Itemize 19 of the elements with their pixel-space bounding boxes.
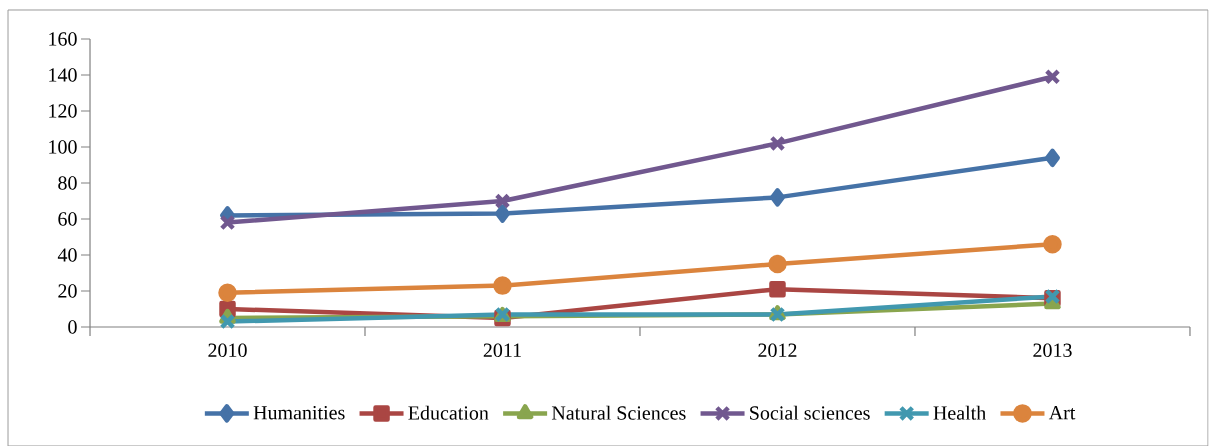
y-tick-label: 40 [57,248,77,262]
y-tick-label: 20 [58,284,77,298]
legend-label: Humanities [253,406,345,420]
x-tick-label: 2012 [758,343,797,358]
legend-label: Health [933,405,986,420]
y-tick-label: 140 [49,68,77,82]
y-tick-label: 80 [58,176,77,190]
x-tick-label: 2011 [483,343,521,358]
x-tick-label: 2013 [1033,343,1072,358]
legend-label: Social sciences [750,405,870,420]
y-tick-label: 120 [49,104,77,118]
legend-label: Education [408,405,489,420]
legend-label: Art [1048,406,1076,420]
y-tick-label: 60 [58,212,77,226]
y-tick-label: 100 [49,140,77,154]
y-tick-label: 0 [68,320,77,334]
legend-label: Natural Sciences [551,405,686,420]
y-tick-label: 160 [49,32,77,46]
x-tick-label: 2010 [208,343,247,358]
